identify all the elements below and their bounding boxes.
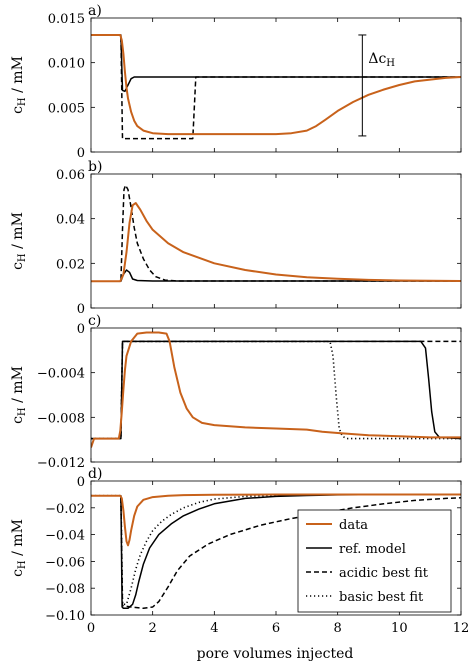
panel-label: a) <box>88 3 102 19</box>
series-dashed <box>91 340 461 440</box>
series-solid <box>91 493 461 610</box>
series-data <box>91 331 461 448</box>
series-dotted <box>91 340 461 440</box>
y-tick-label: −0.04 <box>45 529 85 544</box>
x-tick-label: 6 <box>272 621 280 636</box>
x-tick-label: 10 <box>391 621 408 636</box>
legend-box <box>297 509 452 613</box>
legend: data ref. model acidic best fit basic be… <box>297 509 452 613</box>
panel-3: −0.012 −0.008 −0.004 0c) cH / mM <box>10 313 462 471</box>
x-tick-label: 12 <box>453 621 470 636</box>
series-solid <box>91 340 461 440</box>
legend-label-acidic: acidic best fit <box>339 566 429 581</box>
y-tick-label: −0.10 <box>45 609 85 624</box>
panel-label: b) <box>88 159 102 175</box>
series-solid <box>91 269 461 282</box>
series-data <box>91 202 461 283</box>
y-tick-label: −0.008 <box>37 411 85 426</box>
x-tick-label: 4 <box>210 621 218 636</box>
y-tick-label: −0.02 <box>45 502 85 517</box>
x-axis-label: pore volumes injected <box>197 646 354 662</box>
series-data <box>91 493 461 547</box>
y-tick-label: 0 <box>77 302 85 317</box>
y-tick-label: −0.004 <box>37 367 85 382</box>
panel-label: d) <box>88 466 102 482</box>
panel-label: c) <box>88 313 101 329</box>
y-tick-label: 0.02 <box>56 257 85 272</box>
x-tick-label: 2 <box>149 621 157 636</box>
y-axis-label: cH / mM <box>10 56 28 114</box>
y-tick-label: 0 <box>77 475 85 490</box>
y-tick-label: 0 <box>77 322 85 337</box>
legend-label-data: data <box>339 518 368 533</box>
y-axis-label: cH / mM <box>10 519 28 577</box>
legend-label-ref-model: ref. model <box>339 542 406 557</box>
y-tick-label: 0.015 <box>48 12 85 27</box>
plot-frame <box>90 327 462 463</box>
x-tick-label: 0 <box>87 621 95 636</box>
series-dashed <box>91 34 461 140</box>
y-tick-label: −0.012 <box>37 456 85 471</box>
series-data <box>91 34 461 136</box>
y-axis-label: cH / mM <box>10 366 28 424</box>
y-axis-label: cH / mM <box>10 212 28 270</box>
series-dashed <box>91 494 461 610</box>
x-tick-label: 8 <box>334 621 342 636</box>
panel-2: 0 0.02 0.04 0.06b) cH / mM <box>10 159 462 317</box>
y-tick-label: 0.010 <box>48 57 85 72</box>
series-dashed <box>91 184 461 282</box>
y-tick-label: 0.04 <box>56 213 85 228</box>
plot-frame <box>90 173 462 309</box>
y-tick-label: 0.06 <box>56 168 85 183</box>
legend-label-basic: basic best fit <box>339 590 424 605</box>
y-tick-label: −0.06 <box>45 555 85 570</box>
delta-annotation: ΔcH <box>368 51 395 69</box>
y-tick-label: 0.005 <box>48 101 85 116</box>
y-tick-label: −0.08 <box>45 582 85 597</box>
y-tick-label: 0 <box>77 146 85 161</box>
series-solid <box>91 34 461 93</box>
